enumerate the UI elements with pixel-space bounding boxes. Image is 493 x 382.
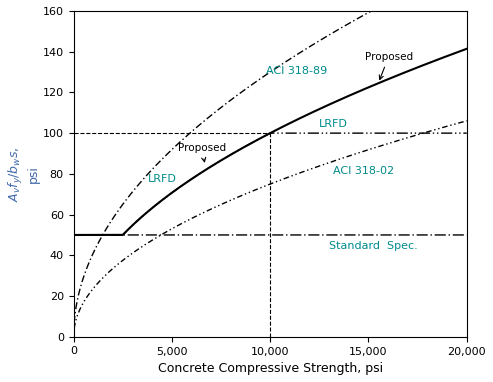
Text: Proposed: Proposed (178, 144, 226, 162)
X-axis label: Concrete Compressive Strength, psi: Concrete Compressive Strength, psi (158, 362, 383, 375)
Text: ACI 318-89: ACI 318-89 (266, 66, 327, 76)
Text: Standard  Spec.: Standard Spec. (329, 241, 418, 251)
Text: LRFD: LRFD (319, 119, 348, 129)
Text: Proposed: Proposed (364, 52, 413, 79)
Text: LRFD: LRFD (148, 174, 177, 184)
Y-axis label: $A_vf_y/b_ws$,
psi: $A_vf_y/b_ws$, psi (7, 146, 40, 202)
Text: ACI 318-02: ACI 318-02 (333, 166, 394, 176)
